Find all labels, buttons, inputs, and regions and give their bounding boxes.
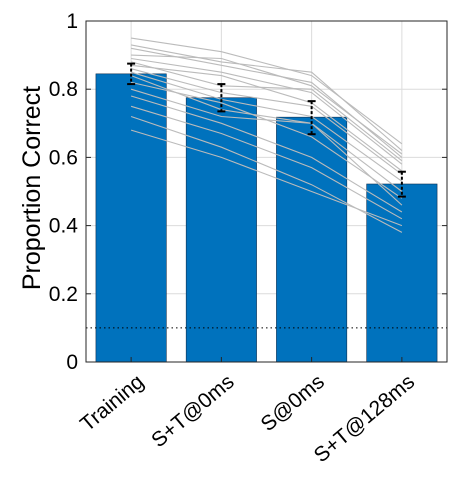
x-tick-label-1: S+T@0ms — [147, 370, 238, 452]
subject-line-3 — [131, 54, 403, 155]
y-axis-ticks: 0 0.2 0.4 0.6 0.8 1 — [49, 10, 447, 374]
x-tick-label-2: S@0ms — [257, 370, 329, 436]
subject-line-13 — [130, 105, 403, 220]
y-tick-label-5: 1 — [66, 10, 78, 33]
subject-line-8 — [130, 71, 403, 182]
x-tick-label-0: Training — [76, 370, 148, 436]
subject-lines-group — [130, 37, 403, 233]
y-tick-label-1: 0.2 — [49, 283, 78, 306]
subject-line-0 — [131, 37, 403, 145]
subject-line-11 — [130, 88, 403, 206]
y-axis-title: Proportion Correct — [18, 86, 46, 290]
plot-frame — [85, 20, 448, 363]
bar-0 — [95, 73, 167, 363]
y-tick-label-4: 0.8 — [49, 78, 78, 101]
bars-group — [95, 73, 438, 363]
subject-line-1 — [130, 44, 403, 152]
subject-line-6 — [131, 64, 403, 172]
subject-line-4 — [131, 57, 403, 165]
subject-line-5 — [130, 61, 403, 162]
subject-line-15 — [130, 129, 403, 227]
y-tick-label-0: 0 — [66, 351, 78, 374]
error-bars-group — [127, 62, 406, 198]
subject-line-7 — [130, 68, 403, 175]
bar-3 — [366, 183, 438, 363]
y-tick-label-3: 0.6 — [49, 146, 78, 169]
subject-line-12 — [130, 95, 403, 213]
bar-1 — [185, 97, 257, 363]
y-tick-label-2: 0.4 — [49, 215, 79, 238]
